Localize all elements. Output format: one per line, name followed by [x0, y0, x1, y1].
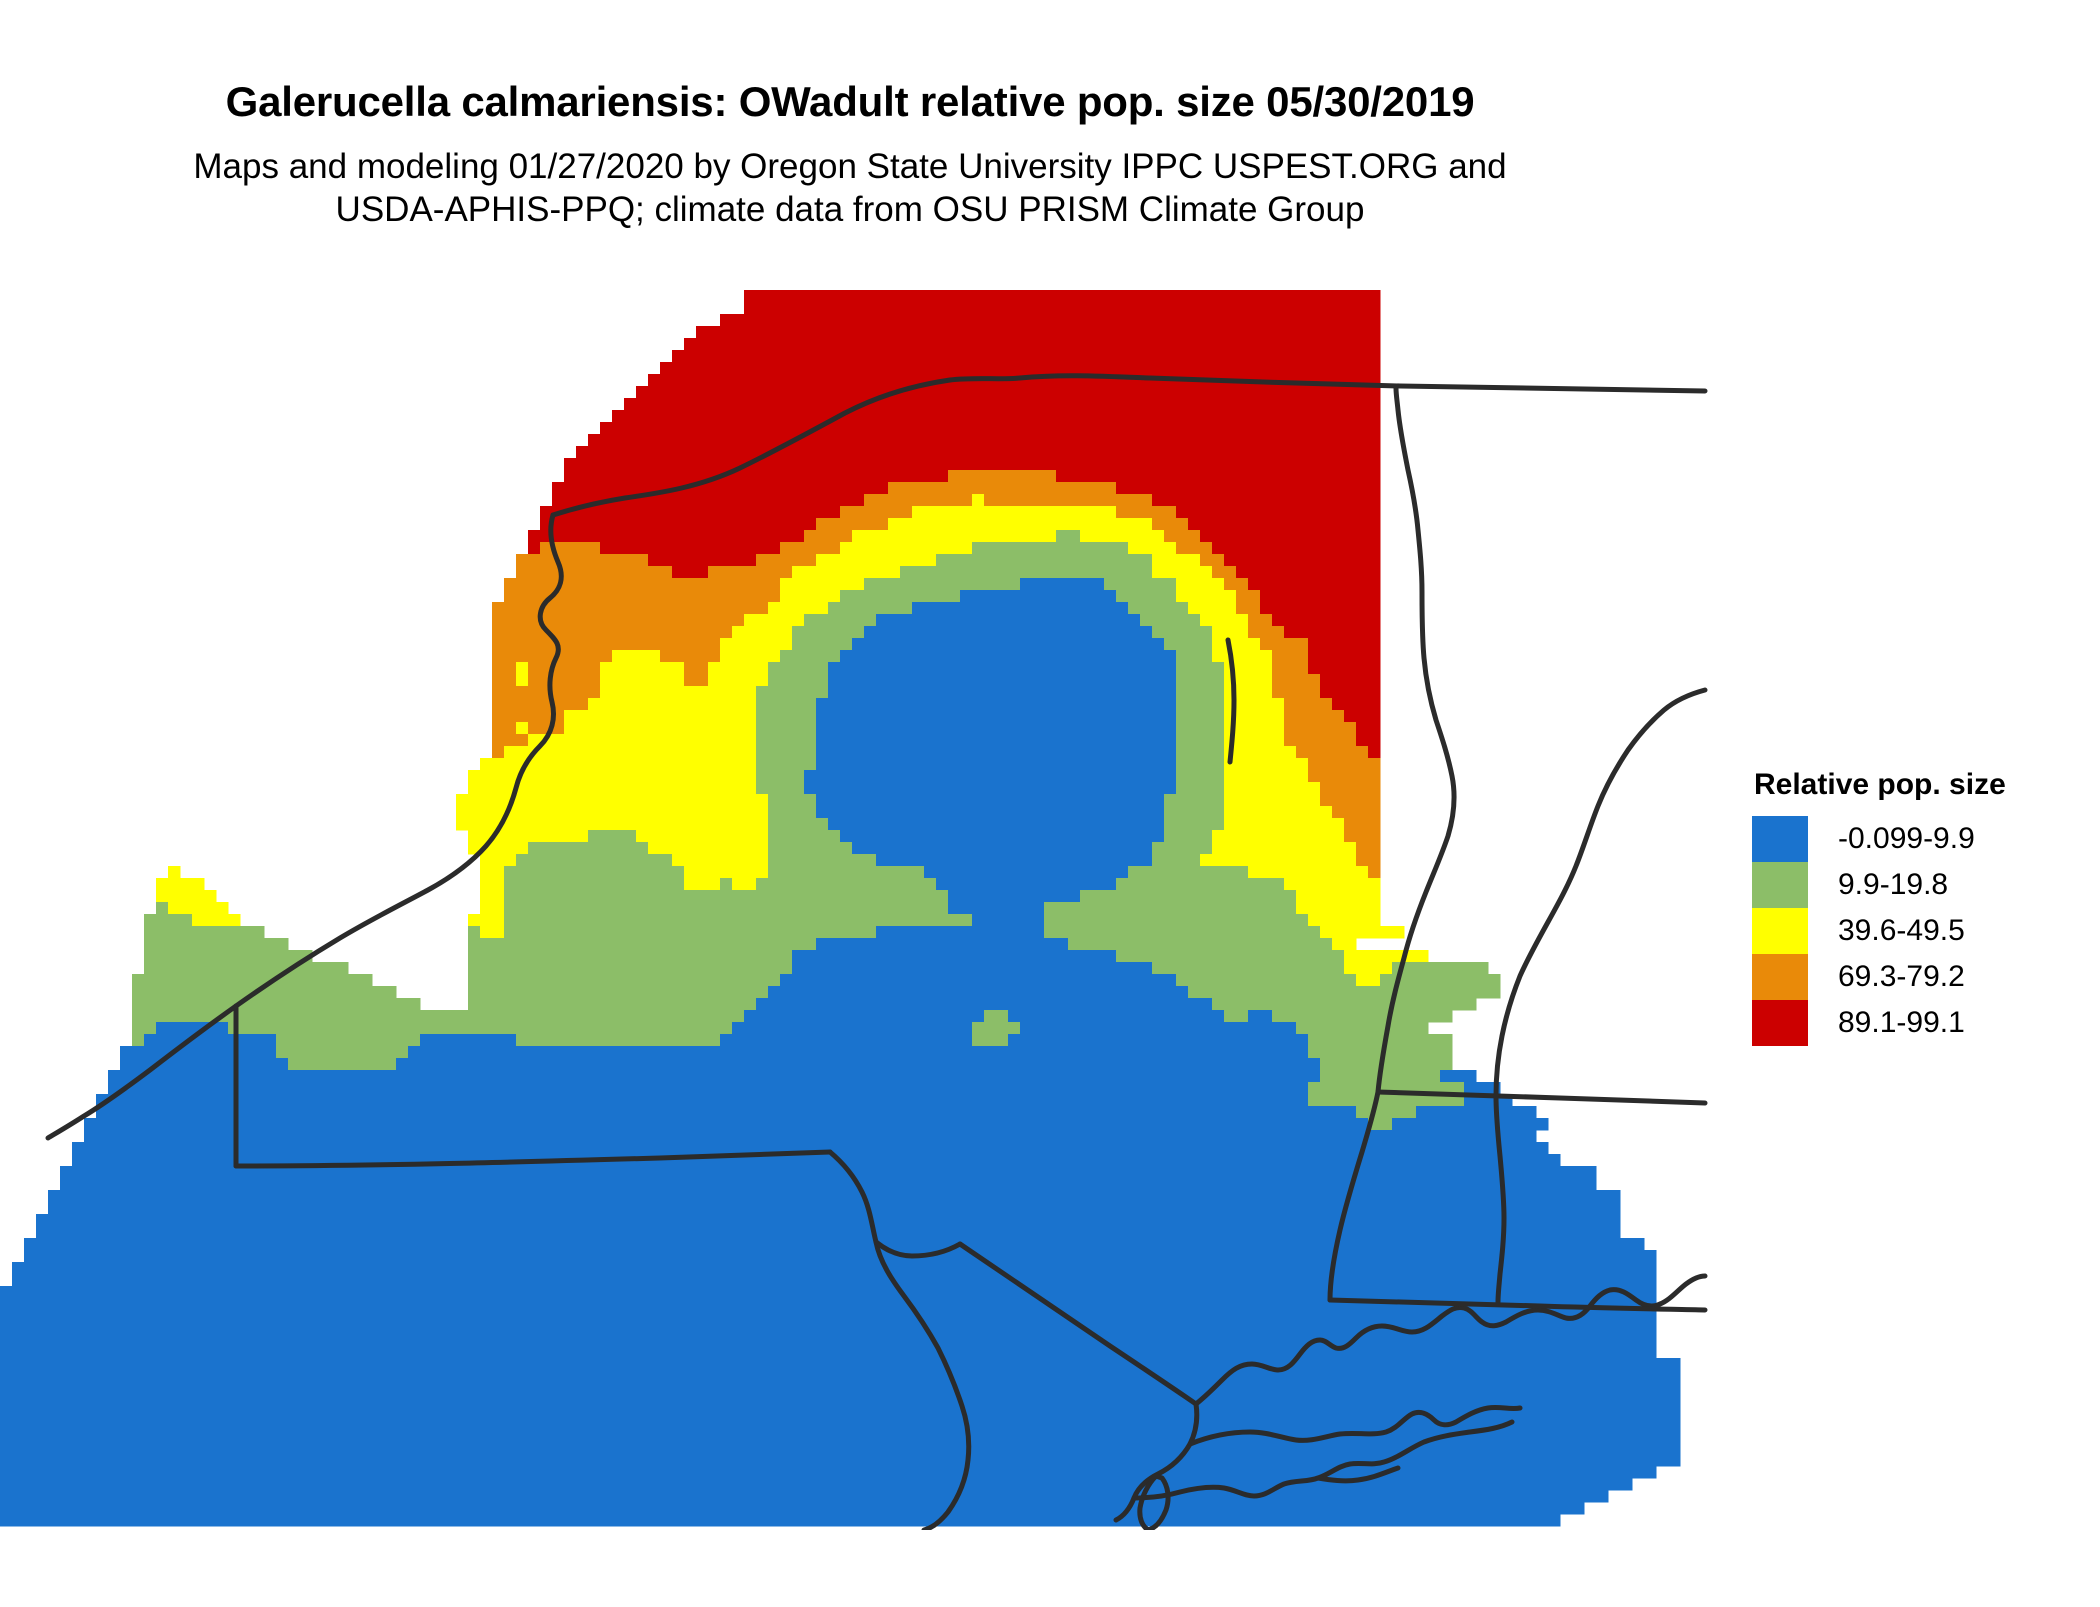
legend-swatch [1752, 816, 1808, 862]
legend-label: 89.1-99.1 [1838, 1006, 1965, 1039]
legend-swatch [1752, 908, 1808, 954]
border-ct-shore [1193, 1273, 1708, 1407]
border-long-island-fork [1315, 1465, 1401, 1484]
border-pa-delaware-river [827, 1149, 972, 1530]
border-lake-erie-shore [45, 512, 564, 1141]
legend-item: 89.1-99.1 [1752, 1000, 2082, 1046]
border-vt-nh-ct-river [1493, 687, 1708, 1305]
legend-item: 69.3-79.2 [1752, 954, 2082, 1000]
border-ny-ma-horizontal [1375, 1089, 1708, 1106]
border-long-island-north [1187, 1404, 1523, 1447]
legend-swatch [1752, 1000, 1808, 1046]
legend-label: 69.3-79.2 [1838, 960, 1965, 993]
legend-item: 39.6-49.5 [1752, 908, 2082, 954]
page-subtitle: Maps and modeling 01/27/2020 by Oregon S… [0, 146, 1700, 231]
border-ny-pa-south [233, 1149, 833, 1169]
choropleth-map [0, 290, 1720, 1530]
border-nj-delaware [873, 1239, 963, 1259]
border-ny-eastern-vertical [1327, 1089, 1381, 1303]
border-lake-ontario-shore [550, 373, 1708, 518]
border-ny-vt-champlain [1375, 385, 1457, 1095]
raster-cells-layer [0, 290, 1681, 1527]
subtitle-line-2: USDA-APHIS-PPQ; climate data from OSU PR… [335, 189, 1365, 229]
border-ny-nj-diagonal [957, 1241, 1199, 1407]
legend-item: -0.099-9.9 [1752, 816, 2082, 862]
legend: Relative pop. size -0.099-9.9 9.9-19.8 39.… [1752, 768, 2082, 1046]
legend-items: -0.099-9.9 9.9-19.8 39.6-49.5 69.3-79.2 89.1… [1752, 816, 2082, 1046]
legend-swatch [1752, 862, 1808, 908]
subtitle-line-1: Maps and modeling 01/27/2020 by Oregon S… [193, 147, 1507, 186]
border-ny-ct-ma-east [1327, 1297, 1708, 1313]
state-borders-layer [45, 373, 1708, 1530]
legend-item: 9.9-19.8 [1752, 862, 2082, 908]
legend-label: 9.9-19.8 [1838, 868, 1949, 901]
border-ny-harbor [1113, 1401, 1200, 1523]
page-title: Galerucella calmariensis: OWadult relati… [225, 78, 1475, 125]
legend-label: 39.6-49.5 [1838, 914, 1965, 947]
border-upper-hudson [1225, 637, 1237, 765]
legend-label: -0.099-9.9 [1838, 822, 1975, 855]
legend-swatch [1752, 954, 1808, 1000]
map-raster-svg [0, 290, 1708, 1530]
legend-title: Relative pop. size [1754, 768, 2006, 801]
